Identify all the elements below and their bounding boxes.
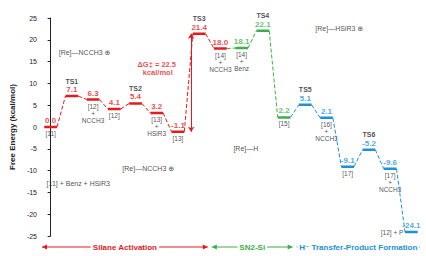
svg-text:HSiR3: HSiR3 (147, 130, 166, 137)
svg-text:[16]: [16] (321, 120, 332, 128)
svg-text:+: + (325, 128, 329, 135)
svg-text:22.1: 22.1 (255, 20, 271, 29)
svg-text:-9.6: -9.6 (383, 158, 397, 167)
svg-text:7.1: 7.1 (66, 85, 78, 94)
svg-text:10: 10 (29, 80, 37, 87)
svg-text:-10: -10 (27, 167, 37, 174)
svg-text:[12] + P: [12] + P (381, 229, 404, 237)
svg-text:TS3: TS3 (193, 15, 206, 22)
svg-text:-5: -5 (31, 145, 37, 152)
svg-text:21.4: 21.4 (191, 23, 207, 32)
svg-text:NCCH3: NCCH3 (379, 186, 402, 193)
svg-text:Benz: Benz (234, 65, 249, 72)
svg-text:2.1: 2.1 (321, 107, 333, 116)
svg-text:5.4: 5.4 (130, 92, 142, 101)
svg-text:+: + (91, 110, 95, 117)
svg-text:H⁻ Transfer-Product Formation: H⁻ Transfer-Product Formation (299, 243, 417, 252)
svg-text:TS5: TS5 (299, 86, 312, 93)
svg-text:3.2: 3.2 (151, 102, 163, 111)
svg-text:+: + (218, 59, 222, 66)
svg-text:NCCH3: NCCH3 (82, 117, 105, 124)
svg-text:-25: -25 (27, 233, 37, 240)
svg-text:[12]: [12] (109, 112, 120, 120)
svg-text:+: + (155, 123, 159, 130)
svg-text:4.1: 4.1 (109, 98, 121, 107)
svg-text:kcal/mol: kcal/mol (141, 68, 173, 77)
svg-text:[13]: [13] (151, 116, 163, 123)
svg-text:18.1: 18.1 (234, 37, 250, 46)
svg-text:NCCH3: NCCH3 (209, 66, 232, 73)
svg-text:Free Energy (kcal/mol): Free Energy (kcal/mol) (8, 84, 17, 170)
svg-text:+: + (240, 58, 244, 65)
svg-text:NCCH3: NCCH3 (315, 135, 338, 142)
svg-text:15: 15 (29, 58, 37, 65)
svg-text:5: 5 (33, 102, 37, 109)
svg-text:18.0: 18.0 (213, 38, 229, 47)
svg-text:[11]: [11] (45, 130, 56, 138)
svg-text:[Re]—H: [Re]—H (233, 145, 258, 153)
svg-text:TS1: TS1 (65, 78, 78, 85)
svg-text:[17]: [17] (342, 170, 353, 178)
svg-text:-1.1: -1.1 (171, 121, 185, 130)
svg-text:20: 20 (29, 36, 37, 43)
svg-text:[13]: [13] (173, 135, 184, 143)
svg-text:[Re]—HSiR3 ⊕: [Re]—HSiR3 ⊕ (315, 25, 363, 33)
svg-text:-15: -15 (27, 189, 37, 196)
svg-text:[12]: [12] (87, 102, 99, 110)
svg-text:Silane Activation: Silane Activation (93, 243, 157, 252)
svg-text:0: 0 (33, 124, 37, 131)
svg-text:TS2: TS2 (129, 85, 142, 92)
svg-text:-9.1: -9.1 (341, 156, 355, 165)
svg-text:[Re]—NCCH3 ⊕: [Re]—NCCH3 ⊕ (122, 165, 174, 173)
svg-text:+: + (388, 179, 392, 186)
svg-text:-20: -20 (27, 211, 37, 218)
svg-text:ΔG‡ = 22.5: ΔG‡ = 22.5 (137, 59, 176, 69)
svg-text:TS6: TS6 (363, 131, 376, 138)
svg-text:0.0: 0.0 (45, 116, 57, 125)
svg-text:6.3: 6.3 (88, 89, 100, 98)
svg-text:TS4: TS4 (256, 12, 269, 19)
svg-text:[17]: [17] (384, 171, 396, 179)
svg-text:[11] + Benz + HSiR3: [11] + Benz + HSiR3 (47, 180, 110, 188)
svg-text:-24.1: -24.1 (402, 221, 421, 230)
svg-text:[Re]—NCCH3 ⊕: [Re]—NCCH3 ⊕ (59, 49, 111, 57)
svg-text:25: 25 (29, 15, 37, 22)
svg-text:-5.2: -5.2 (362, 139, 376, 148)
svg-text:[14]: [14] (236, 51, 247, 59)
svg-text:[14]: [14] (215, 51, 226, 59)
svg-text:2.2: 2.2 (278, 106, 290, 115)
svg-text:5.1: 5.1 (300, 94, 312, 103)
svg-text:SN2-Si: SN2-Si (239, 243, 265, 252)
svg-text:[15]: [15] (279, 120, 290, 128)
